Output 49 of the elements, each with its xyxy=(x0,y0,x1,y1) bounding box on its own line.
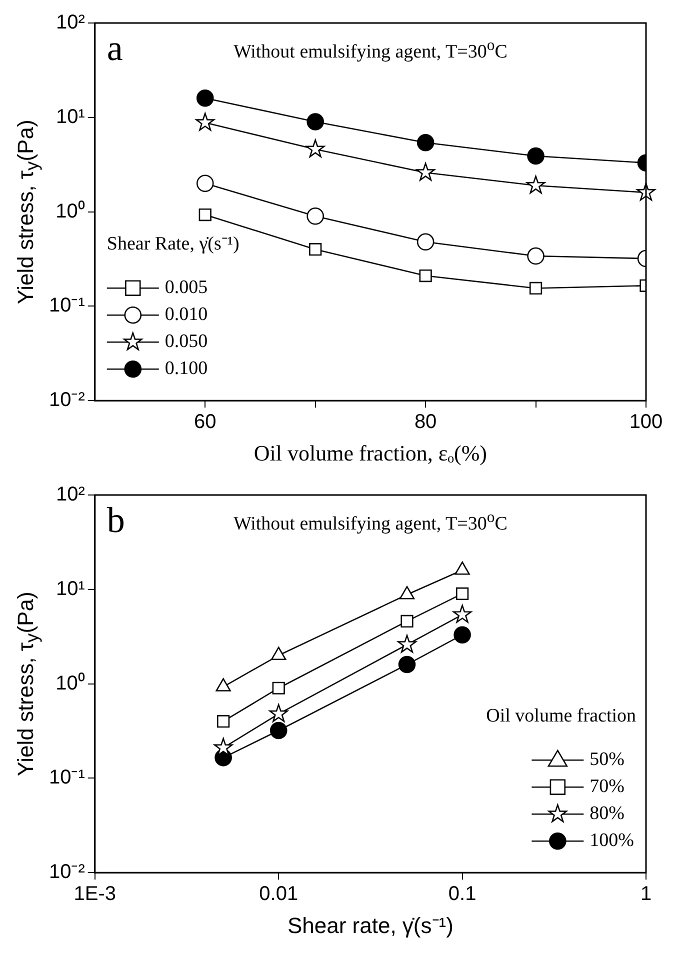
y-tick-label: 10¹ xyxy=(56,106,86,128)
point xyxy=(419,269,432,282)
legend-label: 100% xyxy=(590,830,634,852)
point xyxy=(416,162,435,181)
point xyxy=(198,208,212,222)
point xyxy=(416,233,434,251)
x-axis-title: Shear rate, γ̇(s⁻¹) xyxy=(287,912,454,938)
legend-label: 50% xyxy=(590,749,625,770)
legend-label: 80% xyxy=(590,803,625,824)
annotation: a xyxy=(106,27,123,69)
y-tick-label: 10⁰ xyxy=(56,671,85,694)
y-tick-label: 10² xyxy=(56,484,86,506)
point xyxy=(526,176,546,194)
point xyxy=(529,282,542,295)
point xyxy=(306,139,325,158)
x-tick-label: 1E-3 xyxy=(74,883,116,906)
y-tick-label: 10⁻² xyxy=(49,861,86,884)
x-tick-label: 0.1 xyxy=(448,883,476,906)
y-tick-label: 10⁻¹ xyxy=(49,766,86,789)
point xyxy=(306,207,324,225)
legend-label: 70% xyxy=(590,776,625,798)
legend-label: 0.005 xyxy=(164,277,208,298)
legend-title: Oil volume fraction xyxy=(486,706,636,727)
legend-label: 0.100 xyxy=(164,358,208,380)
point xyxy=(196,112,215,131)
legend-label: 0.010 xyxy=(164,304,208,326)
legend-title: Shear Rate, γ̇(s⁻¹) xyxy=(106,234,240,255)
legend-label: 0.050 xyxy=(164,331,208,352)
annotation: Without emulsifying agent, T=30$^{o}$C xyxy=(233,509,508,536)
point xyxy=(196,174,214,192)
point xyxy=(309,243,322,256)
point xyxy=(196,89,214,107)
point xyxy=(306,113,324,130)
y-tick-label: 10⁰ xyxy=(56,199,85,222)
point xyxy=(527,147,544,165)
point xyxy=(527,247,544,265)
y-tick-label: 10⁻² xyxy=(49,389,86,412)
y-tick-label: 10¹ xyxy=(56,578,86,600)
annotation: b xyxy=(106,499,125,541)
point xyxy=(416,134,434,152)
x-tick-label: 100 xyxy=(629,411,663,434)
x-tick-label: 0.01 xyxy=(259,883,298,906)
x-axis-title: Oil volume fraction, εₒ(%) xyxy=(254,440,487,466)
x-tick-label: 60 xyxy=(194,411,216,434)
x-tick-label: 80 xyxy=(414,411,437,434)
x-tick-label: 1 xyxy=(640,883,652,906)
annotation: Without emulsifying agent, T=30$^{o}$C xyxy=(233,37,508,64)
y-tick-label: 10⁻¹ xyxy=(49,294,86,317)
y-tick-label: 10² xyxy=(56,12,86,34)
